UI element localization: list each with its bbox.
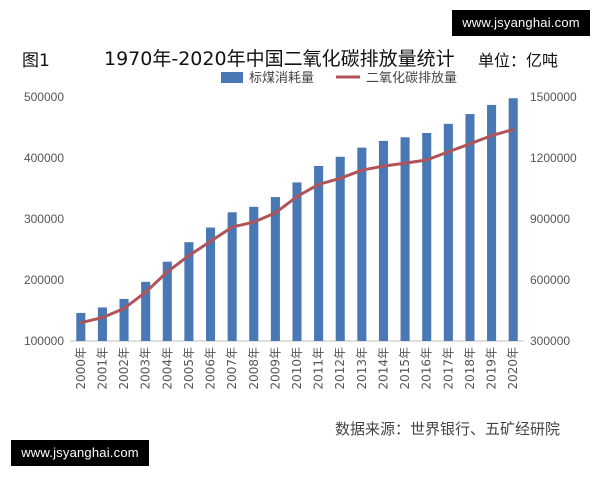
- x-tick-label: 2006年: [204, 347, 218, 390]
- line-point: [122, 307, 126, 310]
- x-tick-label: 2010年: [290, 347, 304, 390]
- line-point: [382, 164, 385, 168]
- x-tick-label: 2015年: [398, 347, 412, 390]
- line-point: [468, 142, 472, 145]
- y-right-tick-label: 600000: [530, 273, 570, 287]
- x-tick-label: 2014年: [376, 347, 390, 390]
- x-tick-label: 2018年: [463, 347, 477, 390]
- bar: [184, 242, 194, 341]
- x-tick-label: 2016年: [420, 347, 434, 390]
- x-tick-label: 2001年: [95, 347, 109, 390]
- line-point: [252, 220, 255, 224]
- x-tick-label: 2004年: [160, 347, 174, 390]
- x-tick-label: 2007年: [225, 347, 239, 390]
- bar: [378, 140, 389, 341]
- data-source: 数据来源：世界银行、五矿经研院: [335, 420, 561, 438]
- x-tick-label: 2011年: [312, 347, 326, 390]
- x-tick-label: 2000年: [74, 347, 88, 390]
- line-point: [317, 183, 320, 186]
- x-tick-label: 2019年: [485, 347, 499, 390]
- line-point: [360, 169, 364, 172]
- line-point: [511, 128, 515, 131]
- line-point: [490, 134, 493, 137]
- y-left-tick-label: 200000: [24, 273, 64, 287]
- line-point: [79, 321, 83, 324]
- unit-note: 单位：亿吨: [478, 51, 559, 70]
- bar: [422, 132, 432, 341]
- y-left-tick-label: 300000: [24, 212, 64, 226]
- x-tick-label: 2003年: [139, 347, 153, 390]
- x-tick-label: 2012年: [333, 347, 347, 390]
- bar-series: [76, 98, 518, 342]
- x-tick-label: 2013年: [355, 347, 369, 390]
- bar: [97, 307, 107, 341]
- y-left-tick-label: 100000: [24, 334, 64, 348]
- line-point: [339, 177, 342, 180]
- bar: [292, 182, 302, 341]
- line-point: [425, 158, 428, 162]
- y-right-tick-label: 1500000: [530, 90, 577, 104]
- line-point: [166, 270, 169, 274]
- bar: [119, 298, 129, 341]
- legend-label-bars: 标煤消耗量: [249, 71, 314, 86]
- line-point: [187, 254, 191, 257]
- line-series: [79, 128, 515, 325]
- x-tick-label: 2020年: [506, 347, 520, 390]
- bar: [400, 137, 410, 341]
- bar: [76, 312, 86, 341]
- line-point: [101, 316, 104, 319]
- x-tick-label: 2005年: [182, 347, 196, 390]
- bar: [443, 123, 453, 341]
- legend: 标煤消耗量 二氧化碳排放量: [221, 71, 457, 86]
- line-point: [295, 195, 299, 198]
- y-right-tick-label: 300000: [530, 334, 570, 348]
- watermark-top: www.jsyanghai.com: [452, 10, 590, 36]
- y-left-tick-label: 500000: [24, 90, 64, 104]
- bar: [141, 281, 151, 341]
- y-right-tick-label: 900000: [530, 212, 570, 226]
- bar: [508, 98, 518, 341]
- x-tick-label: 2009年: [268, 347, 282, 390]
- line-point: [403, 161, 407, 165]
- bar: [487, 104, 497, 342]
- figure-label: 图1: [22, 51, 50, 71]
- x-tick-label: 2002年: [117, 347, 131, 390]
- line-point: [144, 291, 147, 294]
- legend-bar-swatch: [221, 72, 243, 83]
- chart-title: 1970年-2020年中国二氧化碳排放量统计: [104, 48, 455, 70]
- line-point: [274, 211, 277, 215]
- bar: [162, 261, 172, 341]
- bar: [465, 114, 475, 341]
- line-point: [447, 150, 450, 154]
- y-right-tick-label: 1200000: [530, 151, 577, 165]
- y-left-tick-label: 400000: [24, 151, 64, 165]
- x-tick-label: 2017年: [441, 347, 455, 390]
- legend-label-line: 二氧化碳排放量: [366, 71, 457, 86]
- bar: [249, 206, 259, 341]
- x-tick-label: 2008年: [247, 347, 261, 390]
- bar: [227, 212, 237, 341]
- bar: [270, 197, 280, 341]
- line-point: [230, 225, 234, 229]
- line-point: [209, 240, 212, 243]
- bar: [205, 227, 216, 341]
- bar: [335, 156, 345, 341]
- watermark-bottom: www.jsyanghai.com: [11, 440, 149, 466]
- bar: [314, 165, 324, 341]
- bar: [357, 147, 367, 341]
